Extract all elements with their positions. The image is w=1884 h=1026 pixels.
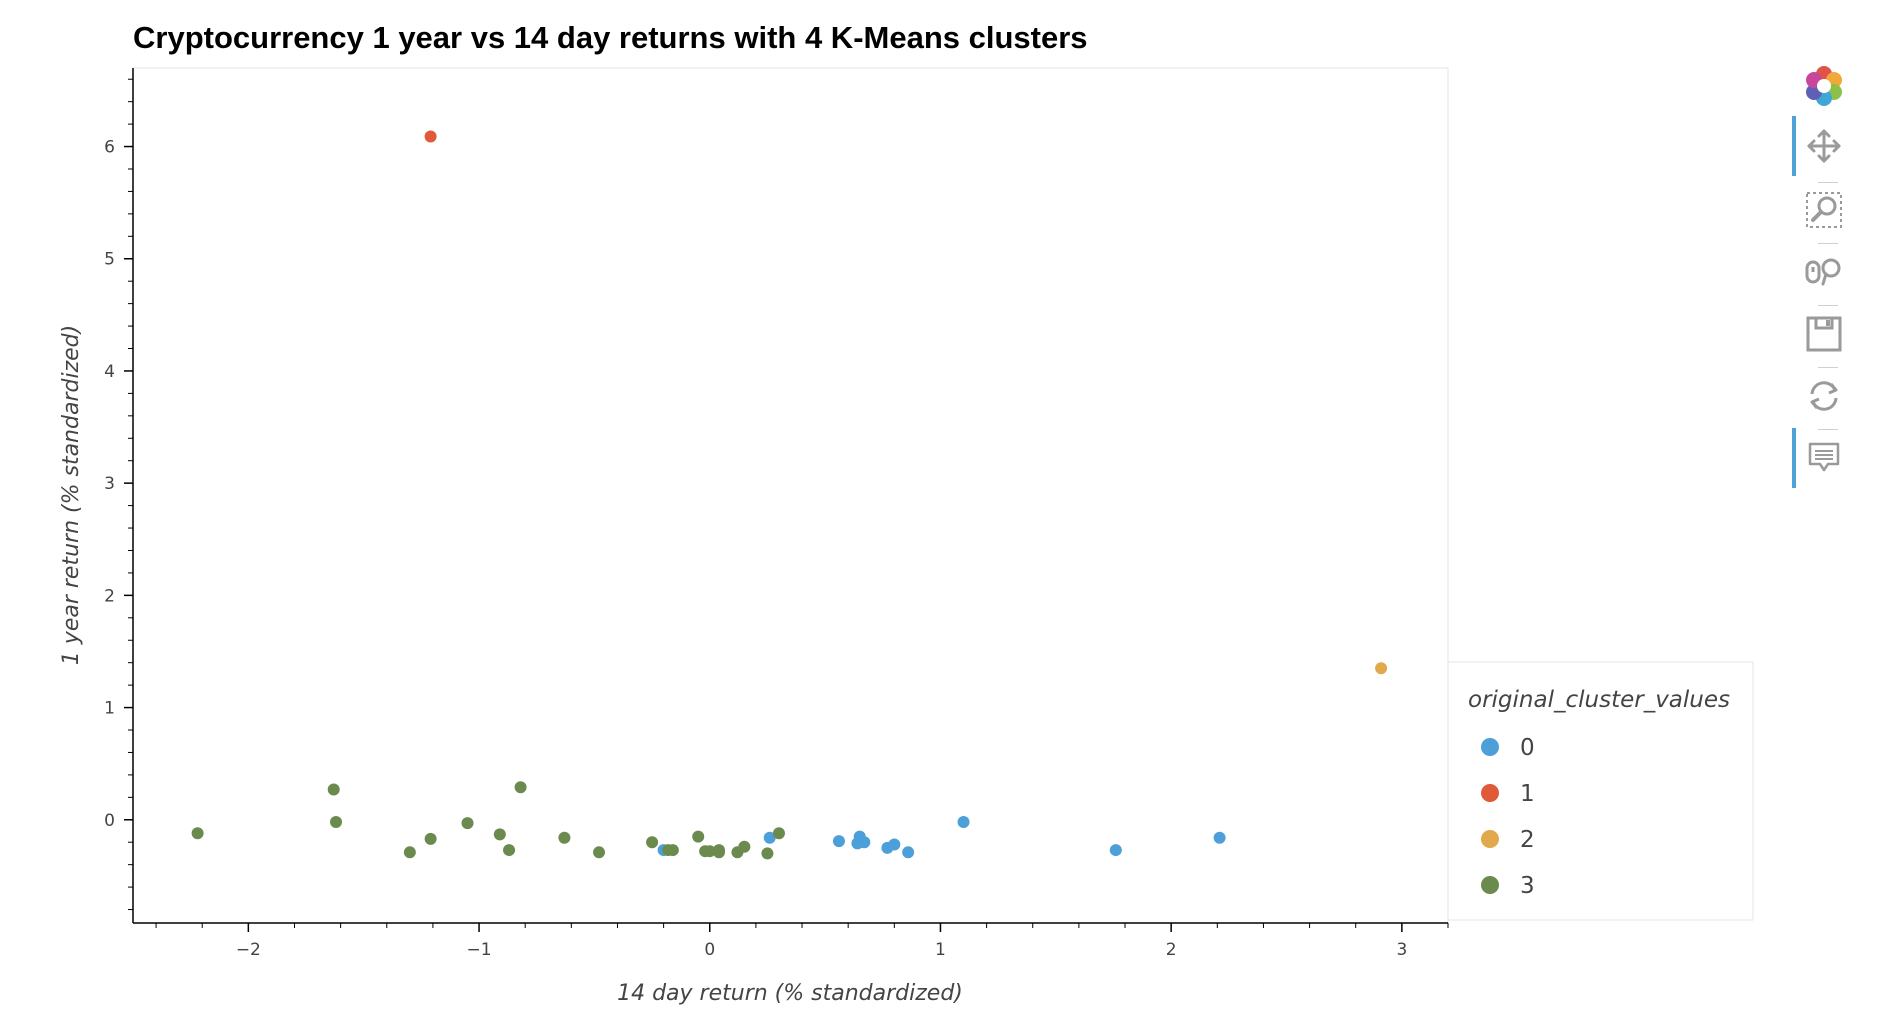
x-tick-label: −2 — [236, 940, 261, 960]
data-point-cluster-3[interactable] — [712, 846, 725, 859]
hover-icon — [1808, 442, 1840, 472]
data-point-cluster-3[interactable] — [461, 817, 474, 830]
chart-toolbar — [1792, 56, 1856, 496]
y-tick-label: 5 — [104, 250, 115, 270]
plot-area[interactable] — [132, 67, 1449, 924]
x-tick-label: −1 — [467, 940, 492, 960]
legend-label: 1 — [1520, 781, 1535, 807]
data-point-cluster-3[interactable] — [593, 846, 606, 859]
data-point-cluster-3[interactable] — [666, 844, 679, 857]
legend-swatch — [1481, 830, 1499, 848]
data-point-cluster-3[interactable] — [514, 781, 527, 794]
data-point-cluster-0[interactable] — [832, 835, 845, 848]
data-point-cluster-3[interactable] — [330, 816, 343, 829]
hover-tool-button[interactable] — [1792, 428, 1848, 488]
x-tick-label: 1 — [935, 940, 946, 960]
data-point-cluster-3[interactable] — [403, 846, 416, 859]
data-point-cluster-1[interactable] — [424, 130, 437, 143]
legend: original_cluster_values 0 1 2 3 — [1447, 661, 1754, 921]
data-point-cluster-3[interactable] — [738, 840, 751, 853]
y-tick-label: 4 — [104, 362, 115, 382]
y-tick-label: 3 — [104, 474, 115, 494]
legend-label: 3 — [1520, 873, 1535, 899]
reset-icon — [1810, 381, 1838, 411]
x-axis-label: 14 day return (% standardized) — [617, 981, 963, 1006]
data-point-cluster-0[interactable] — [957, 816, 970, 829]
data-point-cluster-3[interactable] — [327, 783, 340, 796]
y-axis-label: 1 year return (% standardized) — [59, 325, 84, 665]
x-tick-label: 0 — [704, 940, 715, 960]
box-zoom-tool-button[interactable] — [1800, 186, 1848, 234]
data-point-cluster-0[interactable] — [902, 846, 915, 859]
data-point-cluster-3[interactable] — [503, 844, 516, 857]
legend-swatch — [1481, 876, 1499, 894]
data-point-cluster-3[interactable] — [646, 836, 659, 849]
chart-title: Cryptocurrency 1 year vs 14 day returns … — [133, 20, 1088, 55]
data-point-cluster-3[interactable] — [191, 827, 204, 840]
y-tick-label: 0 — [104, 811, 115, 831]
data-point-cluster-3[interactable] — [703, 845, 716, 858]
save-tool-button[interactable] — [1800, 310, 1848, 358]
data-point-cluster-0[interactable] — [763, 831, 776, 844]
legend-title: original_cluster_values — [1468, 687, 1730, 713]
reset-tool-button[interactable] — [1800, 372, 1848, 420]
data-point-cluster-3[interactable] — [692, 830, 705, 843]
x-tick-label: 3 — [1396, 940, 1407, 960]
legend-swatch — [1481, 738, 1499, 756]
x-tick-label: 2 — [1166, 940, 1177, 960]
axes: −2 −1 0 1 2 3 0 1 2 3 4 5 6 — [104, 68, 1449, 960]
pan-icon — [1807, 129, 1841, 163]
legend-items: 0 1 2 3 — [1481, 735, 1535, 899]
save-icon — [1806, 316, 1842, 352]
y-tick-label: 2 — [104, 586, 115, 606]
legend-swatch — [1481, 784, 1499, 802]
data-point-cluster-3[interactable] — [558, 831, 571, 844]
pan-tool-button[interactable] — [1792, 116, 1848, 176]
data-point-cluster-0[interactable] — [888, 838, 901, 851]
legend-label: 0 — [1520, 735, 1535, 761]
data-point-cluster-3[interactable] — [493, 828, 506, 841]
legend-label: 2 — [1520, 827, 1535, 853]
box-zoom-icon — [1806, 192, 1842, 228]
data-point-cluster-3[interactable] — [761, 847, 774, 860]
y-tick-label: 1 — [104, 699, 115, 719]
data-point-cluster-0[interactable] — [1213, 831, 1226, 844]
data-point-cluster-3[interactable] — [424, 832, 437, 845]
data-points — [191, 130, 1388, 860]
data-point-cluster-0[interactable] — [1109, 844, 1122, 857]
data-point-cluster-0[interactable] — [858, 836, 871, 849]
data-point-cluster-2[interactable] — [1375, 662, 1388, 675]
bokeh-logo-icon[interactable] — [1800, 62, 1848, 110]
data-point-cluster-3[interactable] — [772, 827, 785, 840]
y-tick-label: 6 — [104, 138, 115, 158]
legend-box — [1447, 661, 1754, 921]
wheel-zoom-icon — [1805, 258, 1841, 286]
wheel-zoom-tool-button[interactable] — [1800, 248, 1848, 296]
